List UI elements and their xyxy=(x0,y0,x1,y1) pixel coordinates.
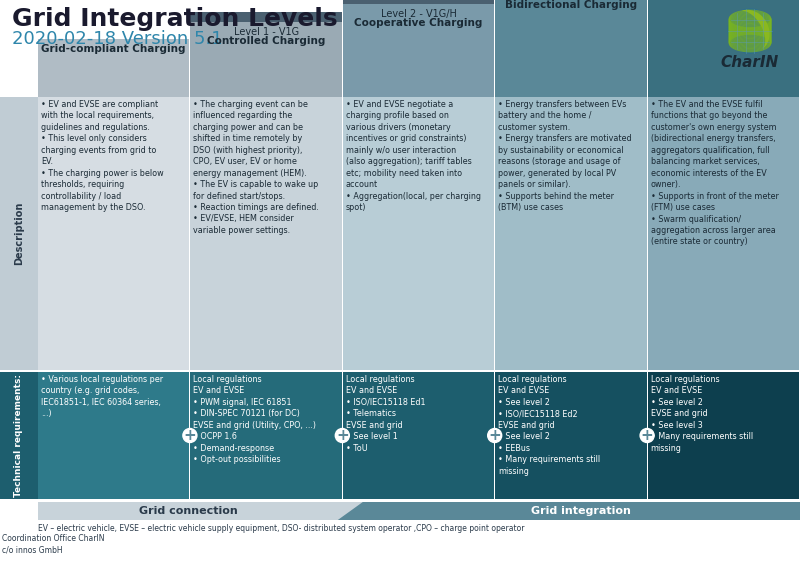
Text: • The charging event can be
influenced regarding the
charging power and can be
s: • The charging event can be influenced r… xyxy=(194,100,319,235)
Bar xyxy=(343,0,494,4)
Bar xyxy=(190,22,342,97)
Text: Description: Description xyxy=(14,202,24,265)
Circle shape xyxy=(335,429,350,443)
Bar xyxy=(38,97,190,370)
Text: Grid-compliant Charging: Grid-compliant Charging xyxy=(42,44,186,54)
Text: Local regulations
EV and EVSE
• PWM signal, IEC 61851
• DIN-SPEC 70121 (for DC)
: Local regulations EV and EVSE • PWM sign… xyxy=(194,375,316,464)
Text: Controlled Charging: Controlled Charging xyxy=(207,35,326,46)
Text: CharIN: CharIN xyxy=(721,55,779,70)
Bar xyxy=(0,97,38,370)
Text: Grid integration: Grid integration xyxy=(531,506,631,516)
Text: 2020-02-18 Version 5.1: 2020-02-18 Version 5.1 xyxy=(12,30,222,48)
Circle shape xyxy=(728,9,772,53)
Polygon shape xyxy=(739,10,770,50)
Text: • EV and EVSE are compliant
with the local requirements,
guidelines and regulati: • EV and EVSE are compliant with the loc… xyxy=(41,100,164,212)
Bar xyxy=(0,372,38,499)
Text: • Energy transfers between EVs
battery and the home /
customer system.
• Energy : • Energy transfers between EVs battery a… xyxy=(498,100,632,212)
Text: Level 2 - V1G/H: Level 2 - V1G/H xyxy=(381,9,457,19)
Text: Level 1 - V1G: Level 1 - V1G xyxy=(234,27,298,37)
Text: Bidirectional Charging: Bidirectional Charging xyxy=(505,0,637,9)
Text: +: + xyxy=(641,428,654,443)
Circle shape xyxy=(183,429,197,443)
Bar xyxy=(38,502,800,520)
Bar xyxy=(648,97,799,370)
Bar xyxy=(190,12,342,22)
Bar xyxy=(343,4,494,97)
Circle shape xyxy=(488,429,502,443)
Polygon shape xyxy=(38,502,363,520)
Text: Local regulations
EV and EVSE
• ISO/IEC15118 Ed1
• Telematics
EVSE and grid
• Se: Local regulations EV and EVSE • ISO/IEC1… xyxy=(346,375,426,453)
Text: • EV and EVSE negotiate a
charging profile based on
various drivers (monetary
in: • EV and EVSE negotiate a charging profi… xyxy=(346,100,481,212)
Text: Grid connection: Grid connection xyxy=(138,506,238,516)
Bar xyxy=(495,0,646,97)
Bar xyxy=(343,372,494,499)
Bar xyxy=(38,39,190,97)
Text: Level 3 – V2H: Level 3 – V2H xyxy=(538,0,604,1)
Bar xyxy=(495,97,646,370)
Text: EV – electric vehicle, EVSE – electric vehicle supply equipment, DSO- distribute: EV – electric vehicle, EVSE – electric v… xyxy=(38,524,525,533)
Circle shape xyxy=(640,429,654,443)
Text: • The EV and the EVSE fulfil
functions that go beyond the
customer's own energy : • The EV and the EVSE fulfil functions t… xyxy=(650,100,778,247)
Bar xyxy=(495,372,646,499)
Text: Local regulations
EV and EVSE
• See level 2
EVSE and grid
• See level 3
• Many r: Local regulations EV and EVSE • See leve… xyxy=(650,375,753,453)
Text: Local regulations
EV and EVSE
• See level 2
• ISO/IEC15118 Ed2
EVSE and grid
• S: Local regulations EV and EVSE • See leve… xyxy=(498,375,600,475)
Text: +: + xyxy=(488,428,501,443)
Bar xyxy=(343,97,494,370)
Bar xyxy=(190,372,342,499)
Text: +: + xyxy=(336,428,349,443)
Text: Coordination Office CharIN
c/o innos GmbH: Coordination Office CharIN c/o innos Gmb… xyxy=(2,534,105,555)
Text: Technical requirements:: Technical requirements: xyxy=(14,374,23,497)
Text: Cooperative Charging: Cooperative Charging xyxy=(354,18,482,28)
Bar xyxy=(190,97,342,370)
Text: Grid Integration Levels: Grid Integration Levels xyxy=(12,7,338,31)
Bar xyxy=(648,372,799,499)
Text: • Various local regulations per
country (e.g. grid codes,
IEC61851-1, IEC 60364 : • Various local regulations per country … xyxy=(41,375,163,419)
Text: +: + xyxy=(183,428,196,443)
Bar xyxy=(648,0,799,97)
Bar xyxy=(38,372,190,499)
